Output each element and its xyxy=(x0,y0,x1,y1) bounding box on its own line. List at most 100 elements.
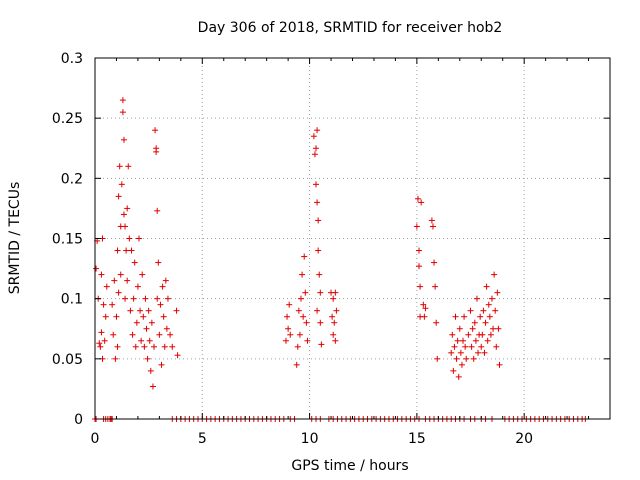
data-point xyxy=(130,295,137,302)
data-point xyxy=(416,247,423,254)
data-point xyxy=(139,271,146,278)
data-point xyxy=(481,349,488,356)
x-tick-label: 20 xyxy=(515,431,533,447)
data-point xyxy=(491,271,498,278)
data-point xyxy=(101,337,108,344)
data-point xyxy=(102,313,109,320)
data-point xyxy=(134,283,141,290)
data-point xyxy=(304,337,311,344)
data-point xyxy=(133,319,140,326)
data-point xyxy=(494,289,501,296)
data-point xyxy=(118,181,125,188)
data-point xyxy=(433,319,440,326)
data-point xyxy=(484,337,491,344)
data-point xyxy=(117,271,124,278)
data-point xyxy=(143,325,150,332)
y-tick-label: 0.25 xyxy=(52,111,83,127)
data-point xyxy=(314,307,321,314)
data-point xyxy=(420,301,427,308)
data-point xyxy=(333,307,340,314)
y-tick-label: 0.05 xyxy=(52,352,83,368)
data-point xyxy=(159,283,166,290)
data-point xyxy=(149,383,156,390)
data-point xyxy=(293,361,300,368)
data-point xyxy=(156,331,163,338)
data-point xyxy=(486,313,493,320)
data-point xyxy=(418,199,425,206)
y-axis-label: SRMTID / TECUs xyxy=(7,182,23,295)
x-tick-label: 5 xyxy=(198,431,207,447)
data-point xyxy=(146,337,153,344)
data-point xyxy=(483,283,490,290)
data-point xyxy=(303,319,310,326)
data-point xyxy=(458,361,465,368)
data-point xyxy=(135,235,142,242)
data-point xyxy=(317,319,324,326)
data-point xyxy=(129,331,136,338)
data-point xyxy=(100,301,107,308)
data-point xyxy=(112,355,119,362)
data-point xyxy=(421,313,428,320)
data-point xyxy=(313,145,320,152)
y-tick-label: 0.1 xyxy=(61,292,83,308)
data-point xyxy=(114,247,121,254)
data-point xyxy=(110,331,117,338)
plot-frame xyxy=(94,57,611,420)
data-point xyxy=(315,217,322,224)
data-point xyxy=(492,307,499,314)
grid-lines xyxy=(95,58,610,419)
data-point xyxy=(153,148,160,155)
data-point xyxy=(116,163,123,170)
data-point xyxy=(301,253,308,260)
data-point xyxy=(330,295,337,302)
data-point xyxy=(158,361,165,368)
data-point xyxy=(127,307,134,314)
x-axis-label: GPS time / hours xyxy=(291,458,408,474)
data-point xyxy=(479,331,486,338)
data-point xyxy=(294,343,301,350)
chart-title: Day 306 of 2018, SRMTID for receiver hob… xyxy=(198,20,503,36)
data-point xyxy=(154,295,161,302)
data-point xyxy=(300,313,307,320)
data-point xyxy=(96,340,103,347)
data-point xyxy=(103,283,110,290)
data-point xyxy=(123,247,130,254)
x-tick-label: 10 xyxy=(301,431,319,447)
data-point xyxy=(142,295,149,302)
data-point xyxy=(124,205,131,212)
data-point xyxy=(480,307,487,314)
data-point xyxy=(120,211,127,218)
data-point xyxy=(422,305,429,312)
data-point xyxy=(287,331,294,338)
data-point xyxy=(413,223,420,230)
data-point xyxy=(472,337,479,344)
data-point xyxy=(141,343,148,350)
data-point xyxy=(299,271,306,278)
data-point xyxy=(448,349,455,356)
data-point xyxy=(167,331,174,338)
data-point xyxy=(109,301,116,308)
data-point xyxy=(128,247,135,254)
data-point xyxy=(138,337,145,344)
data-point xyxy=(160,313,167,320)
data-point xyxy=(169,343,176,350)
data-point xyxy=(313,181,320,188)
data-point xyxy=(314,199,321,206)
y-tick-label: 0.15 xyxy=(52,232,83,248)
data-point xyxy=(463,355,470,362)
data-point xyxy=(122,295,129,302)
data-point xyxy=(152,127,159,134)
data-point xyxy=(111,277,118,284)
data-point xyxy=(462,343,469,350)
data-point xyxy=(475,349,482,356)
data-point xyxy=(495,325,502,332)
data-point xyxy=(148,319,155,326)
data-point xyxy=(164,295,171,302)
data-point xyxy=(125,163,132,170)
data-point xyxy=(131,259,138,266)
data-point xyxy=(154,207,161,214)
data-point xyxy=(455,373,462,380)
data-point xyxy=(285,325,292,332)
data-point xyxy=(332,337,339,344)
data-point xyxy=(132,343,139,350)
